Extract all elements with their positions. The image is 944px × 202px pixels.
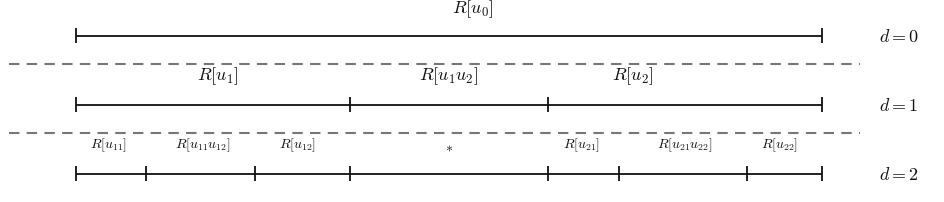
Text: $R[u_{11}]$: $R[u_{11}]$ — [90, 136, 127, 154]
Text: $*$: $*$ — [445, 140, 452, 154]
Text: $R[u_2]$: $R[u_2]$ — [612, 65, 653, 87]
Text: $R[u_{12}]$: $R[u_{12}]$ — [278, 136, 316, 154]
Text: $R[u_{11}u_{12}]$: $R[u_{11}u_{12}]$ — [176, 136, 230, 154]
Text: $R[u_{21}u_{22}]$: $R[u_{21}u_{22}]$ — [657, 136, 712, 154]
Text: $R[u_1u_2]$: $R[u_1u_2]$ — [419, 65, 478, 87]
Text: $R[u_0]$: $R[u_0]$ — [451, 0, 493, 20]
Text: $R[u_{22}]$: $R[u_{22}]$ — [760, 136, 798, 154]
Text: $R[u_{21}]$: $R[u_{21}]$ — [562, 136, 599, 154]
Text: $d=2$: $d=2$ — [878, 165, 918, 183]
Text: $d=0$: $d=0$ — [878, 27, 918, 45]
Text: $R[u_1]$: $R[u_1]$ — [196, 65, 238, 87]
Text: $d=1$: $d=1$ — [878, 96, 918, 114]
